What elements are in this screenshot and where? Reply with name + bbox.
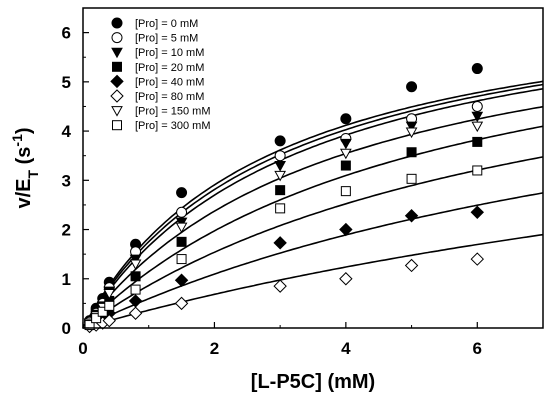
data-point xyxy=(130,284,141,295)
legend-label: [Pro] = 80 mM xyxy=(135,91,204,103)
y-tick-label: 3 xyxy=(62,171,71,190)
x-axis-title: [L-P5C] (mM) xyxy=(251,371,375,393)
data-point xyxy=(274,135,286,147)
fit-line xyxy=(82,192,544,329)
x-tick-label: 6 xyxy=(473,339,482,358)
legend: [Pro] = 0 mM [Pro] = 5 mM [Pro] = 10 mM [Pr… xyxy=(110,17,211,132)
data-point xyxy=(340,148,352,160)
data-point xyxy=(406,147,417,158)
data-point xyxy=(176,187,188,199)
data-point xyxy=(274,161,286,172)
data-point xyxy=(340,160,351,171)
data-point xyxy=(340,186,351,197)
fit-line xyxy=(82,105,544,329)
plot-frame xyxy=(82,7,544,329)
data-point xyxy=(470,252,484,266)
data-point xyxy=(97,306,108,317)
legend-marker xyxy=(111,106,123,117)
data-point xyxy=(404,209,419,223)
data-points xyxy=(82,63,484,334)
data-point xyxy=(471,100,483,112)
data-point xyxy=(130,271,141,282)
fit-line xyxy=(82,83,544,329)
legend-label: [Pro] = 10 mM xyxy=(135,47,204,59)
x-tick-label: 4 xyxy=(341,339,351,358)
legend-label: [Pro] = 150 mM xyxy=(135,106,211,118)
legend-label: [Pro] = 300 mM xyxy=(135,120,211,132)
legend-marker xyxy=(110,89,124,103)
fit-line xyxy=(82,233,544,329)
data-point xyxy=(406,173,417,184)
y-axis-title-base: v/E xyxy=(13,179,35,209)
data-point xyxy=(174,296,189,311)
data-point xyxy=(405,127,418,139)
legend-label: [Pro] = 0 mM xyxy=(135,18,198,30)
fit-line xyxy=(82,80,544,329)
data-point xyxy=(273,279,287,293)
data-point xyxy=(339,272,353,286)
data-point xyxy=(472,136,483,147)
data-point xyxy=(405,121,418,133)
data-point xyxy=(175,222,188,234)
data-point xyxy=(104,300,115,311)
legend-label: [Pro] = 40 mM xyxy=(135,76,204,88)
y-axis-title-sub: T xyxy=(25,170,41,179)
y-tick-label: 6 xyxy=(62,24,71,43)
data-point xyxy=(129,259,142,271)
y-axis-title-open: (s xyxy=(13,147,35,170)
y-tick-label: 4 xyxy=(62,122,72,141)
data-point xyxy=(103,289,116,300)
data-point xyxy=(84,320,95,331)
x-tick-label: 0 xyxy=(78,339,87,358)
data-point xyxy=(471,63,483,75)
data-point xyxy=(406,81,418,93)
y-tick-label: 2 xyxy=(62,221,71,240)
data-point xyxy=(274,170,286,182)
data-point xyxy=(275,203,286,214)
data-point xyxy=(471,111,484,123)
fit-line xyxy=(82,156,544,329)
fit-lines xyxy=(82,80,544,329)
fit-line xyxy=(82,125,544,329)
legend-marker xyxy=(111,47,123,59)
data-point xyxy=(174,273,189,287)
data-point xyxy=(91,313,102,324)
y-axis-title-sup: -1 xyxy=(9,134,25,147)
data-point xyxy=(128,306,143,320)
data-point xyxy=(274,150,286,162)
data-point xyxy=(472,165,483,176)
data-point xyxy=(273,236,287,250)
legend-marker xyxy=(111,32,123,44)
data-point xyxy=(470,205,484,220)
legend-marker xyxy=(110,74,124,89)
data-point xyxy=(340,138,352,150)
data-point xyxy=(340,113,352,125)
data-point xyxy=(176,206,188,218)
data-point xyxy=(471,121,484,133)
axis-ticks: 0 2 4 6 0 1 2 3 4 5 6 xyxy=(62,24,482,358)
x-tick-label: 2 xyxy=(210,339,219,358)
y-axis-title-close: ) xyxy=(13,127,35,134)
fit-line xyxy=(82,88,544,329)
data-point xyxy=(275,185,286,196)
data-point xyxy=(176,254,187,265)
legend-marker xyxy=(111,17,123,29)
legend-label: [Pro] = 20 mM xyxy=(135,62,204,74)
legend-marker xyxy=(112,120,122,131)
data-point xyxy=(102,313,116,328)
y-tick-label: 0 xyxy=(62,319,71,338)
legend-label: [Pro] = 5 mM xyxy=(135,33,198,45)
legend-marker xyxy=(112,61,122,72)
data-point xyxy=(176,236,187,247)
y-axis-title: v/ET (s-1) xyxy=(9,127,41,208)
y-tick-label: 1 xyxy=(62,270,71,289)
y-tick-label: 5 xyxy=(62,73,71,92)
data-point xyxy=(128,294,143,308)
data-point xyxy=(339,222,353,237)
data-point xyxy=(404,258,419,273)
